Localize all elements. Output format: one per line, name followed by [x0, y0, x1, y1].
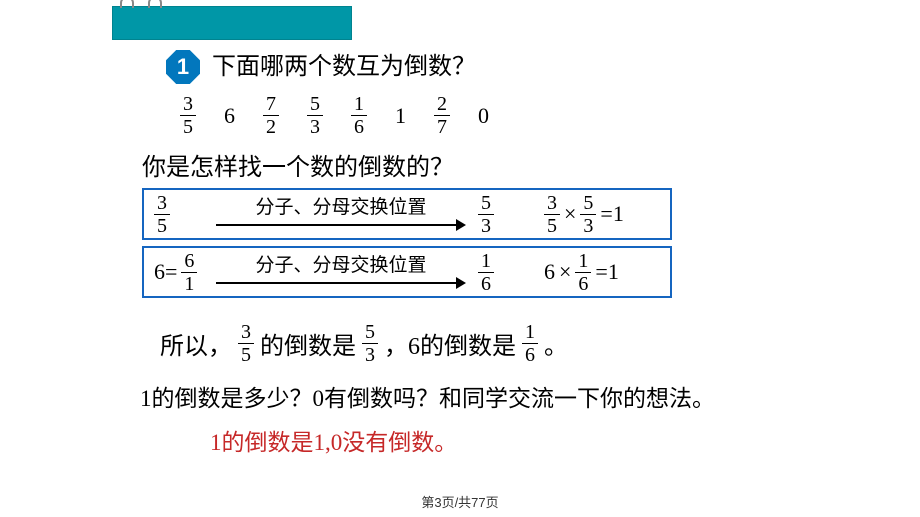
number-fraction: 53: [307, 94, 323, 137]
number-fraction: 27: [434, 94, 450, 137]
box2-verify: 6 × 16 =1: [544, 251, 619, 294]
box2-result-frac: 1 6: [478, 251, 494, 294]
box2-left-frac: 6 1: [181, 251, 197, 294]
slide-content: 下面哪两个数互为倒数？ 3567253161270 你是怎样找一个数的倒数的？ …: [140, 50, 860, 457]
number-whole: 1: [395, 103, 406, 129]
swap-arrow-2: 分子、分母交换位置: [216, 252, 466, 292]
number-fraction: 72: [263, 94, 279, 137]
number-whole: 6: [224, 103, 235, 129]
question-title: 下面哪两个数互为倒数？: [212, 50, 860, 84]
binder-rings: [120, 0, 162, 8]
box1-result-frac: 5 3: [478, 193, 494, 236]
swap-box-1: 3 5 分子、分母交换位置 5 3 35 × 53 =1: [142, 188, 672, 240]
box1-verify: 35 × 53 =1: [544, 193, 624, 236]
answer-text: 1的倒数是1,0没有倒数。: [210, 423, 860, 457]
number-fraction: 35: [180, 94, 196, 137]
binder-tab: [112, 6, 352, 40]
method-question: 你是怎样找一个数的倒数的？: [142, 147, 860, 182]
swap-arrow-1: 分子、分母交换位置: [216, 194, 466, 234]
number-row: 35 6 72 53 16 1 27 0: [180, 94, 860, 137]
followup-question: 1的倒数是多少？0有倒数吗？和同学交流一下你的想法。: [140, 379, 860, 413]
box1-left-frac: 3 5: [154, 193, 170, 236]
number-whole: 0: [478, 103, 489, 129]
page-indicator: 第3页/共77页: [0, 492, 920, 511]
box2-prefix: 6=: [154, 259, 177, 285]
number-fraction: 16: [351, 94, 367, 137]
swap-box-2: 6= 6 1 分子、分母交换位置 1 6 6 × 16 =1: [142, 246, 672, 298]
conclusion: 所以， 35 的倒数是 53 ，6的倒数是 16 。: [160, 322, 860, 365]
